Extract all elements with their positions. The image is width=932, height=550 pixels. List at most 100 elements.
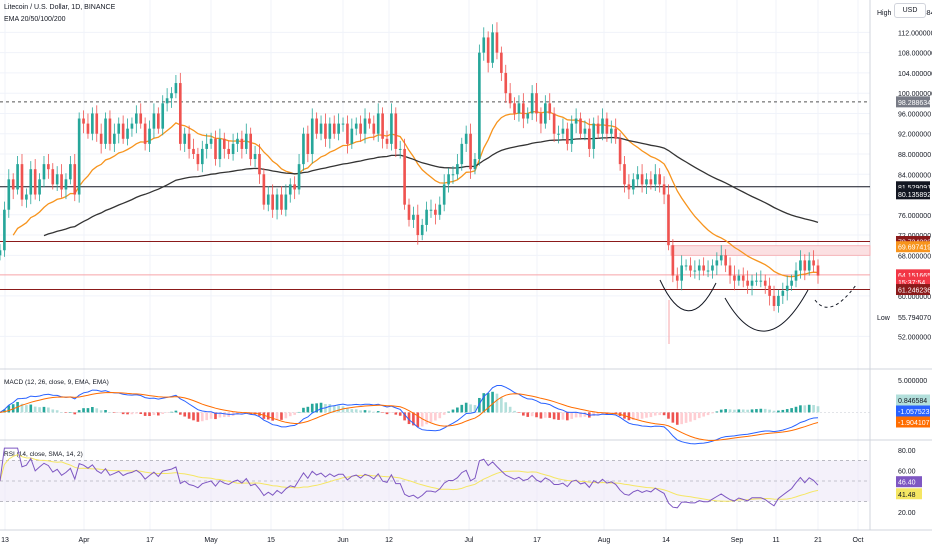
macd-bar <box>33 406 37 413</box>
candle-body <box>284 194 288 210</box>
candle-body <box>675 275 679 281</box>
candle-body <box>491 32 494 63</box>
macd-value-label: 0.846584 <box>898 398 927 405</box>
macd-bar <box>337 405 340 413</box>
candle-body <box>82 118 85 124</box>
candle-body <box>702 265 705 271</box>
time-tick-label: Jun <box>337 537 348 544</box>
candle-body <box>143 123 147 144</box>
candle-body <box>130 123 134 129</box>
candle-body <box>434 209 437 215</box>
time-tick-label: Oct <box>853 537 864 544</box>
candle-body <box>337 123 340 134</box>
candle-body <box>33 169 37 195</box>
macd-bar <box>799 405 802 413</box>
ema-indicator-label[interactable]: EMA 20/50/100/200 <box>4 16 66 23</box>
rsi-title: RSI (14, close, SMA, 14, 2) <box>4 451 83 458</box>
candle-body <box>763 280 767 286</box>
candle-body <box>258 153 261 175</box>
candle-body <box>605 118 609 134</box>
candle-body <box>517 103 521 114</box>
macd-bar <box>310 403 314 413</box>
price-label-box <box>896 181 930 193</box>
pattern-curve-right <box>724 289 809 332</box>
candle-body <box>11 179 15 190</box>
candle-body <box>482 37 486 53</box>
macd-bar <box>192 412 195 421</box>
macd-bar <box>768 409 771 413</box>
time-tick-label: 13 <box>1 537 9 544</box>
macd-bar <box>803 405 807 413</box>
macd-bar <box>653 412 657 416</box>
macd-bar <box>750 409 754 413</box>
candle-body <box>178 83 182 144</box>
candle-body <box>341 123 345 125</box>
macd-bar <box>394 412 398 415</box>
price-tick-label: 104.000000 <box>898 71 932 78</box>
macd-bar <box>636 412 640 420</box>
macd-bar <box>319 402 323 413</box>
macd-bar <box>86 408 90 413</box>
candle-body <box>262 174 266 205</box>
macd-bar <box>407 412 411 425</box>
macd-bar <box>785 409 789 413</box>
candle-body <box>645 179 648 185</box>
candle-body <box>662 184 666 195</box>
candle-body <box>500 52 503 73</box>
macd-bar <box>165 412 169 413</box>
candle-body <box>689 265 692 271</box>
macd-bar <box>183 412 187 417</box>
rsi-tick-label: 20.00 <box>898 510 916 517</box>
price-label-box <box>896 269 930 281</box>
rsi-line <box>0 447 819 509</box>
candle-body <box>552 113 556 134</box>
candle-body <box>20 164 24 200</box>
candle-body <box>293 184 296 190</box>
macd-bar <box>143 412 147 416</box>
time-tick-label: 21 <box>814 537 822 544</box>
candle-body <box>91 113 94 134</box>
macd-bar <box>715 411 719 413</box>
candle-body <box>192 148 195 154</box>
macd-bar <box>508 406 512 413</box>
macd-bar <box>91 407 94 413</box>
candle-body <box>275 194 279 210</box>
candle-body <box>403 148 406 205</box>
macd-bar <box>293 412 296 415</box>
macd-bar <box>7 405 11 413</box>
macd-bar <box>570 412 574 419</box>
macd-bar <box>161 412 165 414</box>
price-tick-label: 84.000000 <box>898 172 931 179</box>
pattern-curve-left <box>659 279 717 312</box>
rsi-tick-label: 80.00 <box>898 448 916 455</box>
candle-body <box>803 260 807 271</box>
rsi-value-label: 41.48 <box>898 492 916 499</box>
currency-button[interactable]: USD <box>894 3 926 18</box>
price-tick-label: 112.000000 <box>898 30 932 37</box>
macd-bar <box>680 412 683 425</box>
macd-bar <box>733 409 736 413</box>
macd-bar <box>434 412 437 421</box>
time-tick-label: 17 <box>146 537 154 544</box>
macd-bar <box>390 412 393 413</box>
macd-bar <box>706 412 710 416</box>
candle-body <box>539 113 543 124</box>
candle-body <box>715 260 719 266</box>
time-tick-label: 17 <box>533 537 541 544</box>
candle-body <box>614 128 618 139</box>
candle-body <box>557 133 560 135</box>
macd-bar <box>354 409 358 413</box>
macd-bar <box>561 412 565 420</box>
macd-bar <box>566 412 569 421</box>
price-label-caption: Low <box>877 315 891 322</box>
candle-body <box>51 169 55 185</box>
macd-bar <box>658 412 661 416</box>
macd-bar <box>763 408 767 413</box>
macd-bar <box>82 408 85 413</box>
macd-bar <box>456 407 459 413</box>
macd-bar <box>376 411 380 413</box>
macd-histogram <box>0 391 820 428</box>
macd-value-box <box>896 405 930 417</box>
price-label-value: 80.135892 <box>898 192 931 199</box>
